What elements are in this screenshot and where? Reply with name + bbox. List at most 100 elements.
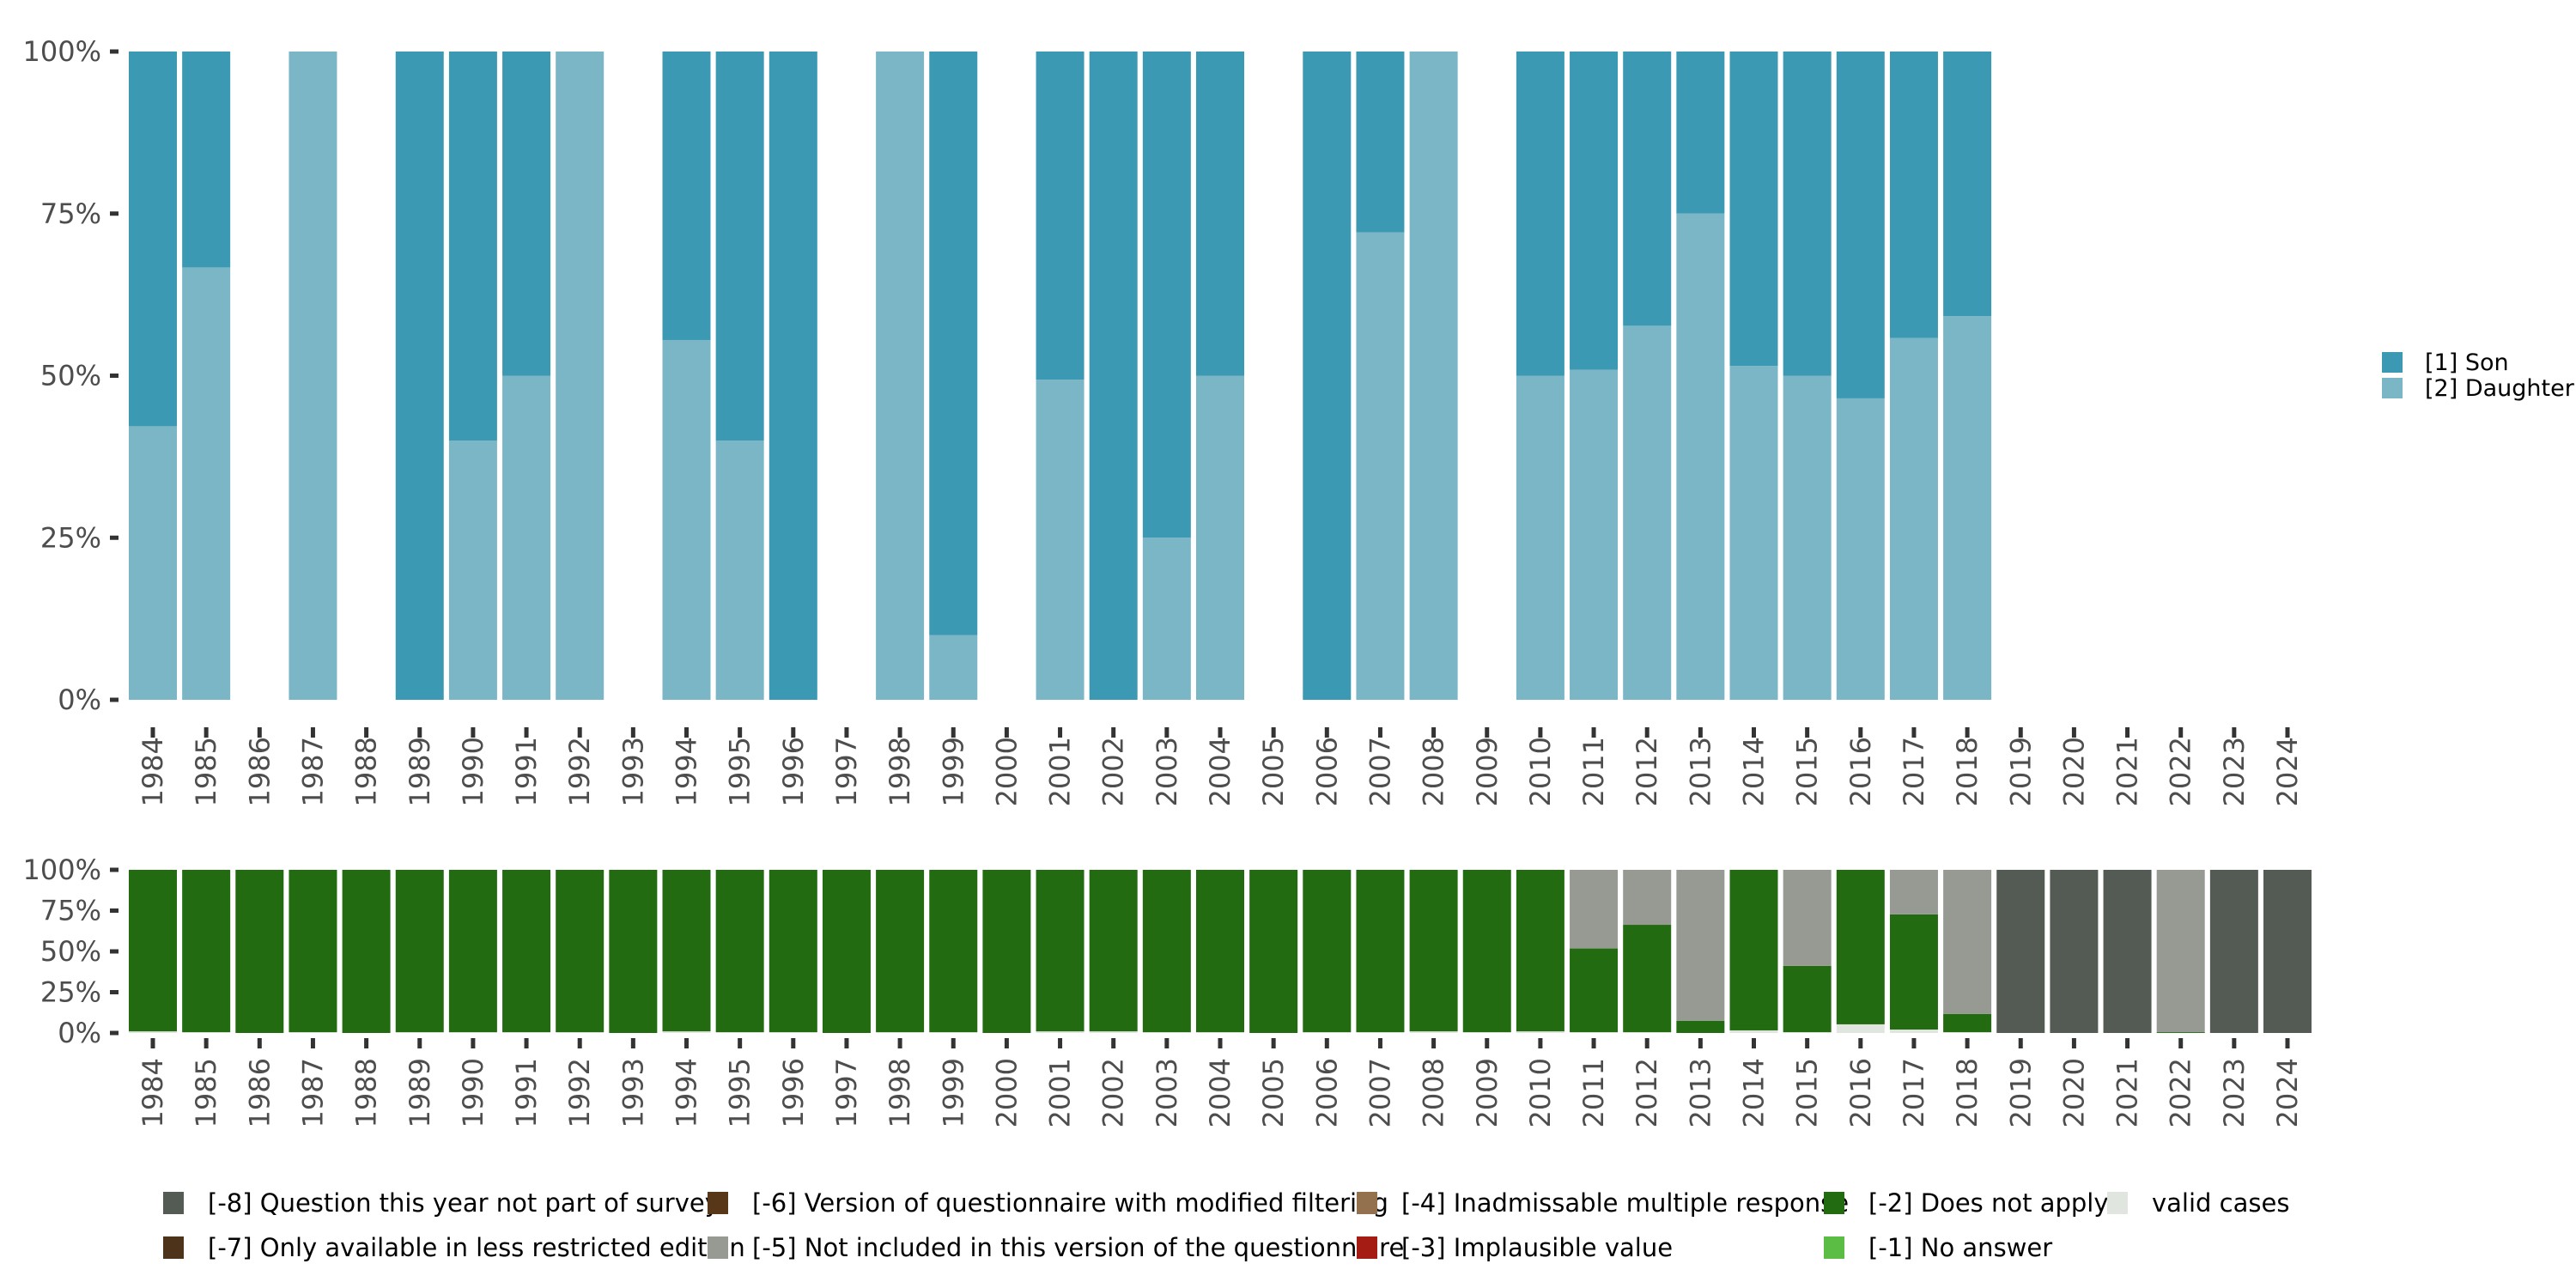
x-tick-label: 2022 <box>2165 1058 2197 1127</box>
bar-segment <box>1570 870 1619 949</box>
bar-segment <box>1570 1032 1619 1033</box>
x-tick-mark <box>150 727 155 738</box>
y-tick-mark <box>110 49 118 54</box>
bar-segment <box>1249 870 1298 1033</box>
x-tick-mark <box>524 727 529 738</box>
x-tick-mark <box>1324 727 1329 738</box>
y-tick-label: 100% <box>23 854 101 886</box>
bar-segment <box>2263 870 2312 1033</box>
bar-segment <box>129 1031 177 1033</box>
bar-segment <box>1409 1031 1458 1033</box>
x-tick-mark <box>2232 1038 2237 1048</box>
bar-segment <box>1036 1031 1084 1033</box>
bar-segment <box>1783 52 1832 376</box>
bar-segment <box>1196 375 1244 700</box>
bar-segment <box>1783 965 1832 1033</box>
y-tick-label: 0% <box>58 683 101 716</box>
x-tick-label: 1998 <box>884 1058 916 1127</box>
bar-segment <box>1623 325 1672 700</box>
x-tick-label: 2013 <box>1684 1058 1716 1127</box>
y-tick-mark <box>110 697 118 702</box>
legend-swatch <box>2382 352 2403 373</box>
bar-segment <box>1889 870 1938 914</box>
x-tick-mark <box>1698 1038 1703 1048</box>
bar-segment <box>556 870 605 1033</box>
x-tick-label: 2003 <box>1151 1058 1183 1127</box>
bar-segment <box>929 1032 978 1033</box>
x-tick-label: 2016 <box>1844 737 1877 806</box>
x-tick-label: 1984 <box>137 737 169 806</box>
bar-segment <box>1729 870 1778 1030</box>
x-tick-mark <box>1485 1038 1490 1048</box>
x-tick-mark <box>1111 1038 1116 1048</box>
y-tick-label: 75% <box>40 197 101 230</box>
x-tick-mark <box>1485 727 1490 738</box>
x-tick-label: 1986 <box>243 737 276 806</box>
x-tick-label: 2001 <box>1044 737 1077 806</box>
x-tick-label: 1988 <box>350 1058 383 1127</box>
x-tick-mark <box>2071 1038 2076 1048</box>
bar-segment <box>1783 1032 1832 1033</box>
x-tick-label: 1990 <box>457 1058 489 1127</box>
bar-segment <box>2209 870 2258 1033</box>
x-tick-label: 2016 <box>1844 1058 1877 1127</box>
bar-segment <box>715 52 764 440</box>
x-tick-mark <box>577 1038 582 1048</box>
legend-swatch <box>2382 378 2403 398</box>
bar-segment <box>1409 870 1458 1032</box>
x-tick-mark <box>310 727 315 738</box>
top-chart: 0% 25% 50% 75% 100% 1984 1985 1986 1987 1988 1989 1… <box>23 35 2304 806</box>
x-tick-mark <box>310 1038 315 1048</box>
legend-top: [1] Son[2] Daughter <box>2382 349 2575 402</box>
bar-segment <box>1676 870 1725 1021</box>
x-tick-mark <box>630 1038 635 1048</box>
x-tick-mark <box>2285 1038 2290 1048</box>
bar-segment <box>1356 870 1405 1033</box>
legend-swatch <box>1357 1236 1377 1259</box>
bar-segment <box>1462 1032 1511 1033</box>
bar-segment <box>289 870 337 1033</box>
bar-segment <box>1943 316 1992 700</box>
x-tick-mark <box>1698 727 1703 738</box>
x-tick-mark <box>577 727 582 738</box>
bar-segment <box>1303 1032 1352 1033</box>
x-tick-mark <box>417 727 422 738</box>
x-tick-label: 2012 <box>1631 737 1663 806</box>
x-tick-mark <box>1538 727 1543 738</box>
x-tick-label: 1989 <box>404 737 436 806</box>
bar-segment <box>182 52 231 268</box>
x-tick-mark <box>204 727 209 738</box>
x-tick-mark <box>1538 1038 1543 1048</box>
bar-segment <box>1516 1031 1564 1033</box>
bar-segment <box>876 870 925 1033</box>
bar-segment <box>448 870 497 1033</box>
bar-segment <box>448 1032 497 1033</box>
bottom-chart: 0% 25% 50% 75% 100% 1984 1985 1986 1987 1988 1989 1… <box>23 854 2312 1127</box>
x-tick-label: 2015 <box>1791 1058 1824 1127</box>
bar-segment <box>1836 398 1885 700</box>
bar-segment <box>2156 1032 2205 1033</box>
legend-label: [-1] No answer <box>1868 1233 2052 1262</box>
x-tick-label: 2003 <box>1151 737 1183 806</box>
legend-swatch <box>708 1236 728 1259</box>
x-tick-label: 1994 <box>671 1058 703 1127</box>
bar-segment <box>502 1032 551 1033</box>
bar-segment <box>1516 52 1564 376</box>
x-tick-label: 2009 <box>1471 737 1504 806</box>
bar-segment <box>1570 369 1619 700</box>
bar-segment <box>1356 1032 1405 1033</box>
x-tick-mark <box>2178 1038 2184 1048</box>
bar-segment <box>2156 870 2205 1033</box>
bar-segment <box>662 52 711 340</box>
x-tick-label: 1989 <box>404 1058 436 1127</box>
x-tick-label: 2009 <box>1471 1058 1504 1127</box>
x-tick-label: 1993 <box>617 737 649 806</box>
x-tick-mark <box>684 1038 689 1048</box>
x-tick-mark <box>1911 1038 1917 1048</box>
x-tick-label: 2011 <box>1577 737 1610 806</box>
x-tick-label: 2015 <box>1791 737 1824 806</box>
x-tick-label: 2019 <box>2004 1058 2037 1127</box>
bar-segment <box>1089 1031 1138 1033</box>
x-tick-label: 1996 <box>777 1058 810 1127</box>
x-tick-label: 2014 <box>1738 737 1771 806</box>
